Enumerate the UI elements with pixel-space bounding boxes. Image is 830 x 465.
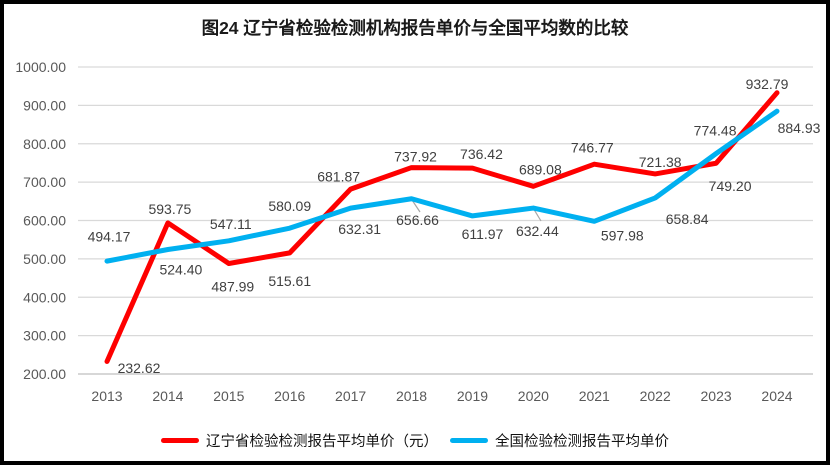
- x-tick-label: 2022: [640, 388, 671, 404]
- data-label-liaoning: 932.79: [746, 76, 789, 92]
- y-tick-label: 400.00: [23, 289, 66, 305]
- legend: 辽宁省检验检测报告平均单价（元） 全国检验检测报告平均单价: [0, 429, 830, 451]
- x-tick-label: 2017: [335, 388, 366, 404]
- legend-swatch-national-line: [450, 437, 488, 443]
- data-label-liaoning: 487.99: [211, 278, 254, 294]
- label-leader-line: [412, 200, 421, 213]
- y-tick-label: 300.00: [23, 328, 66, 344]
- x-tick-label: 2014: [152, 388, 183, 404]
- x-tick-label: 2023: [701, 388, 732, 404]
- x-tick-label: 2016: [274, 388, 305, 404]
- x-tick-label: 2020: [518, 388, 549, 404]
- x-tick-label: 2013: [91, 388, 122, 404]
- label-leader-line: [533, 209, 542, 222]
- legend-label-national: 全国检验检测报告平均单价: [495, 433, 669, 450]
- data-label-liaoning: 593.75: [148, 201, 191, 217]
- y-tick-label: 1000.00: [15, 59, 66, 75]
- x-tick-label: 2015: [213, 388, 244, 404]
- data-label-national: 611.97: [462, 226, 504, 242]
- y-tick-label: 600.00: [23, 213, 66, 229]
- legend-item-liaoning: 辽宁省检验检测报告平均单价（元）: [161, 430, 438, 451]
- data-label-liaoning: 746.77: [571, 140, 614, 156]
- data-label-national: 658.84: [666, 211, 709, 227]
- data-label-liaoning: 749.20: [709, 178, 752, 194]
- legend-swatch-liaoning-line: [161, 437, 199, 443]
- data-label-national: 774.48: [694, 123, 737, 139]
- legend-item-national: 全国检验检测报告平均单价: [450, 430, 669, 451]
- data-label-liaoning: 681.87: [317, 169, 360, 185]
- data-label-liaoning: 721.38: [639, 154, 682, 170]
- series-line-national: [104, 108, 780, 264]
- data-label-national: 524.40: [159, 262, 202, 278]
- data-label-national: 580.09: [268, 198, 311, 214]
- chart-title: 图24 辽宁省检验检测机构报告单价与全国平均数的比较: [201, 18, 629, 38]
- data-label-national: 632.44: [516, 223, 559, 239]
- data-label-liaoning: 737.92: [394, 149, 437, 165]
- y-tick-label: 500.00: [23, 251, 66, 267]
- data-label-liaoning: 689.08: [519, 161, 562, 177]
- series-line-liaoning: [104, 90, 780, 364]
- data-label-liaoning: 232.62: [118, 360, 161, 376]
- data-label-national: 884.93: [778, 120, 821, 136]
- x-tick-label: 2018: [396, 388, 427, 404]
- legend-label-liaoning: 辽宁省检验检测报告平均单价（元）: [206, 433, 438, 450]
- data-label-national: 494.17: [88, 229, 131, 245]
- y-tick-label: 800.00: [23, 136, 66, 152]
- data-label-liaoning: 736.42: [460, 146, 503, 162]
- x-tick-label: 2024: [761, 388, 792, 404]
- x-tick-label: 2021: [579, 388, 610, 404]
- y-tick-label: 700.00: [23, 174, 66, 190]
- data-label-liaoning: 515.61: [268, 273, 311, 289]
- x-tick-label: 2019: [457, 388, 488, 404]
- y-tick-label: 900.00: [23, 97, 66, 113]
- data-label-national: 547.11: [210, 216, 252, 232]
- data-label-national: 632.31: [338, 221, 381, 237]
- data-label-national: 656.66: [396, 212, 439, 228]
- data-label-national: 597.98: [601, 227, 644, 243]
- y-tick-label: 200.00: [23, 366, 66, 382]
